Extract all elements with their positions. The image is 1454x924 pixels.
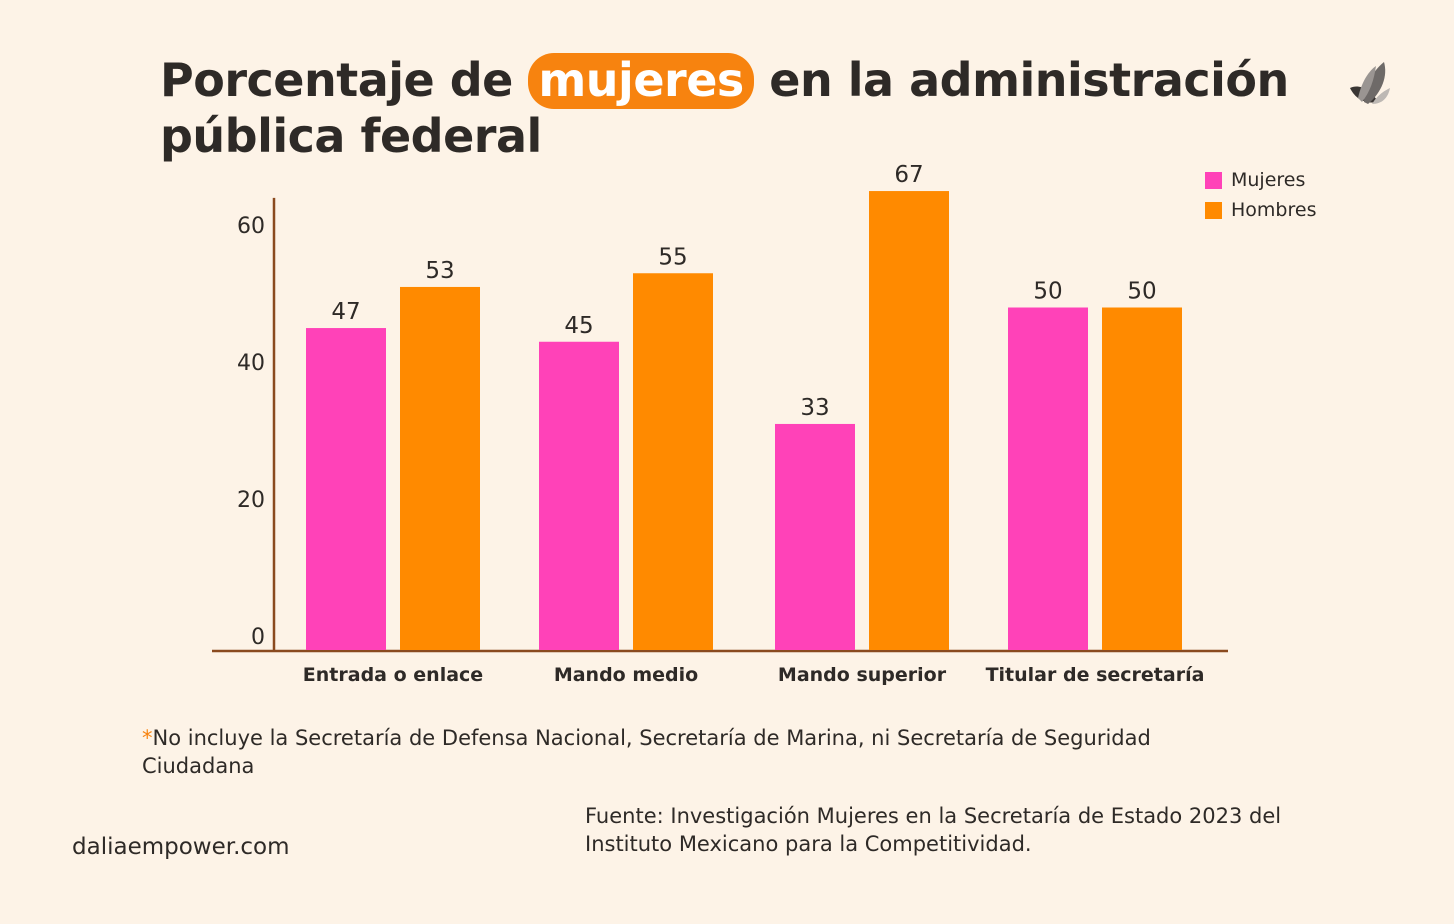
bar-mujeres [539, 341, 619, 650]
y-tick-label: 60 [237, 214, 265, 239]
data-label: 45 [564, 313, 593, 339]
bar-mujeres [1008, 307, 1088, 650]
title-prefix: Porcentaje de [160, 53, 529, 107]
y-tick-label: 0 [251, 625, 265, 650]
bar-hombres [633, 273, 713, 650]
data-label: 50 [1033, 279, 1062, 305]
data-label: 55 [658, 244, 687, 270]
y-tick-label: 20 [237, 488, 265, 513]
bar-hombres [869, 191, 949, 651]
data-label: 33 [800, 395, 829, 421]
title-suffix: en la administración pública federal [160, 53, 1289, 163]
x-tick-label: Titular de secretaría [986, 664, 1205, 686]
legend-swatch [1205, 202, 1222, 219]
legend-label: Mujeres [1231, 169, 1305, 191]
bar-hombres [1102, 307, 1182, 650]
data-label: 67 [894, 162, 923, 188]
source-text: Fuente: Investigación Mujeres en la Secr… [585, 804, 1282, 856]
legend-swatch [1205, 172, 1222, 189]
title-highlight: mujeres [528, 53, 754, 109]
x-tick-label: Mando superior [778, 664, 947, 686]
footnote-asterisk: * [142, 726, 153, 750]
dalia-leaf-icon [1350, 62, 1390, 104]
bar-mujeres [306, 328, 386, 650]
data-label: 53 [425, 258, 454, 284]
y-tick-label: 40 [237, 351, 265, 376]
footnote-text: No incluye la Secretaría de Defensa Naci… [142, 726, 1151, 778]
footnote: *No incluye la Secretaría de Defensa Nac… [142, 724, 1242, 780]
x-tick-label: Mando medio [554, 664, 698, 686]
chart-title: Porcentaje de mujeres en la administraci… [160, 52, 1454, 164]
bar-hombres [400, 286, 480, 650]
data-label: 47 [331, 299, 360, 325]
x-tick-label: Entrada o enlace [303, 664, 483, 686]
data-label: 50 [1127, 279, 1156, 305]
legend-label: Hombres [1231, 199, 1316, 221]
website-link[interactable]: daliaempower.com [72, 834, 290, 860]
bar-mujeres [775, 423, 855, 650]
